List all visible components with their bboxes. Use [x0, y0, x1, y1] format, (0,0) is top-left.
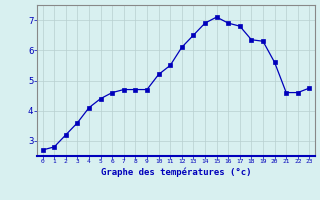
X-axis label: Graphe des températures (°c): Graphe des températures (°c)	[101, 167, 251, 177]
